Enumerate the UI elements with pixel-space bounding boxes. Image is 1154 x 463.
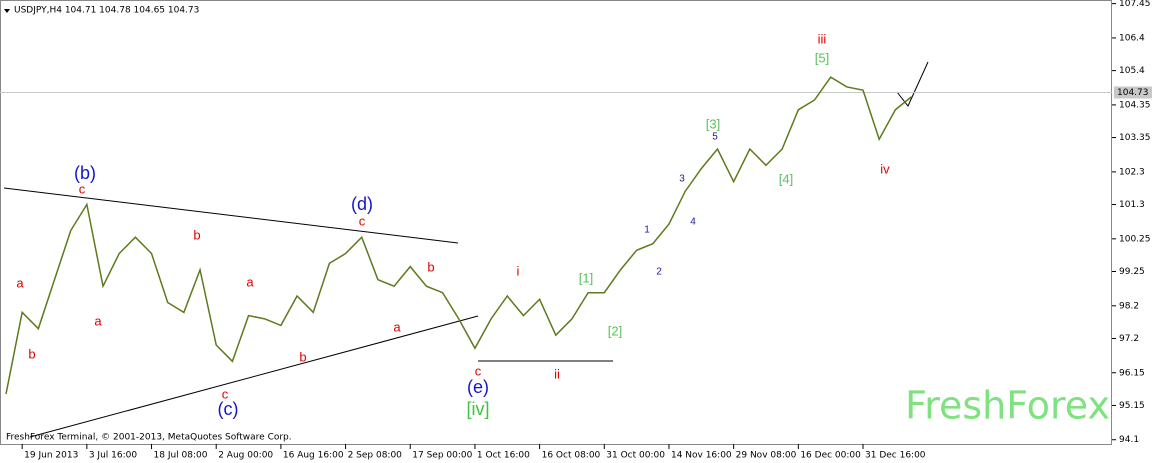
trend-line	[29, 315, 479, 438]
x-tick-label: 19 Jun 2013	[24, 451, 78, 461]
wave-label: c	[222, 386, 229, 401]
y-tick-label: 96.15	[1119, 368, 1145, 378]
chart-title: USDJPY,H4 104.71 104.78 104.65 104.73	[14, 6, 199, 16]
projection-line	[896, 61, 929, 107]
price-line-series	[5, 76, 912, 395]
x-tick-label: 16 Dec 00:00	[800, 451, 861, 461]
x-tick-label: 2 Sep 08:00	[348, 451, 403, 461]
wave-label: (c)	[218, 399, 239, 419]
wave-label: 1	[644, 225, 650, 236]
y-tick-label: 94.1	[1119, 435, 1139, 445]
x-tick-label: 18 Jul 08:00	[154, 451, 208, 461]
wave-label: (d)	[351, 194, 373, 214]
y-tick-label: 97.2	[1119, 334, 1139, 344]
y-tick-label: 101.3	[1119, 200, 1145, 210]
wave-label: [2]	[608, 323, 622, 338]
x-tick-label: 3 Jul 16:00	[89, 451, 138, 461]
wave-label: a	[393, 319, 401, 334]
y-tick-label: 104.35	[1119, 100, 1151, 110]
wave-label: [4]	[779, 171, 793, 186]
x-tick-label: 17 Sep 00:00	[412, 451, 472, 461]
wave-label: b	[427, 259, 434, 274]
wave-label: c	[475, 363, 482, 378]
wave-label: c	[359, 213, 366, 228]
plot-frame	[0, 0, 1112, 445]
wave-label: iii	[818, 31, 827, 46]
wave-label: 2	[656, 267, 662, 278]
menu-arrow	[4, 9, 10, 13]
y-tick-label: 106.4	[1119, 33, 1145, 43]
y-tick-label: 103.35	[1119, 133, 1151, 143]
wave-label: 3	[679, 174, 685, 185]
wave-label: (e)	[467, 377, 489, 397]
y-tick-label: 105.4	[1119, 66, 1145, 76]
wave-label: [1]	[579, 270, 593, 285]
wave-label: a	[16, 275, 24, 290]
wave-label: i	[517, 263, 520, 278]
price-tag-label: 104.73	[1117, 88, 1149, 98]
wave-label: 5	[712, 132, 718, 143]
wave-label: b	[299, 349, 306, 364]
footer: FreshForex Terminal, © 2001-2013, MetaQu…	[6, 433, 292, 443]
wave-label: b	[193, 227, 200, 242]
x-tick-label: 31 Oct 00:00	[606, 451, 665, 461]
price-tag	[1114, 86, 1152, 99]
wave-label: ii	[554, 366, 560, 381]
x-tick-label: 14 Nov 16:00	[671, 451, 732, 461]
y-tick-label: 95.15	[1119, 401, 1145, 411]
wave-label: c	[79, 181, 86, 196]
wave-label: 4	[690, 217, 696, 228]
x-tick-label: 29 Nov 08:00	[736, 451, 797, 461]
y-tick-label: 100.25	[1119, 234, 1151, 244]
wave-label: iv	[880, 161, 890, 176]
wave-label: [5]	[815, 50, 829, 65]
y-tick-label: 99.25	[1119, 267, 1145, 277]
wave-label: (b)	[74, 163, 96, 183]
x-tick-label: 16 Oct 08:00	[542, 451, 601, 461]
wave-label: a	[94, 313, 102, 328]
x-tick-label: 1 Oct 16:00	[477, 451, 530, 461]
x-tick-label: 16 Aug 16:00	[283, 451, 344, 461]
trend-line	[3, 187, 459, 244]
y-tick-label: 107.45	[1119, 0, 1151, 9]
wave-label: [iv]	[466, 399, 489, 419]
x-tick-label: 2 Aug 00:00	[218, 451, 273, 461]
y-tick-label: 102.3	[1119, 167, 1145, 177]
y-tick-label: 98.2	[1119, 301, 1139, 311]
wave-label: [3]	[706, 116, 720, 131]
watermark: FreshForex	[905, 384, 1110, 428]
wave-label: a	[246, 274, 254, 289]
wave-label: b	[28, 346, 35, 361]
x-tick-label: 31 Dec 16:00	[865, 451, 926, 461]
